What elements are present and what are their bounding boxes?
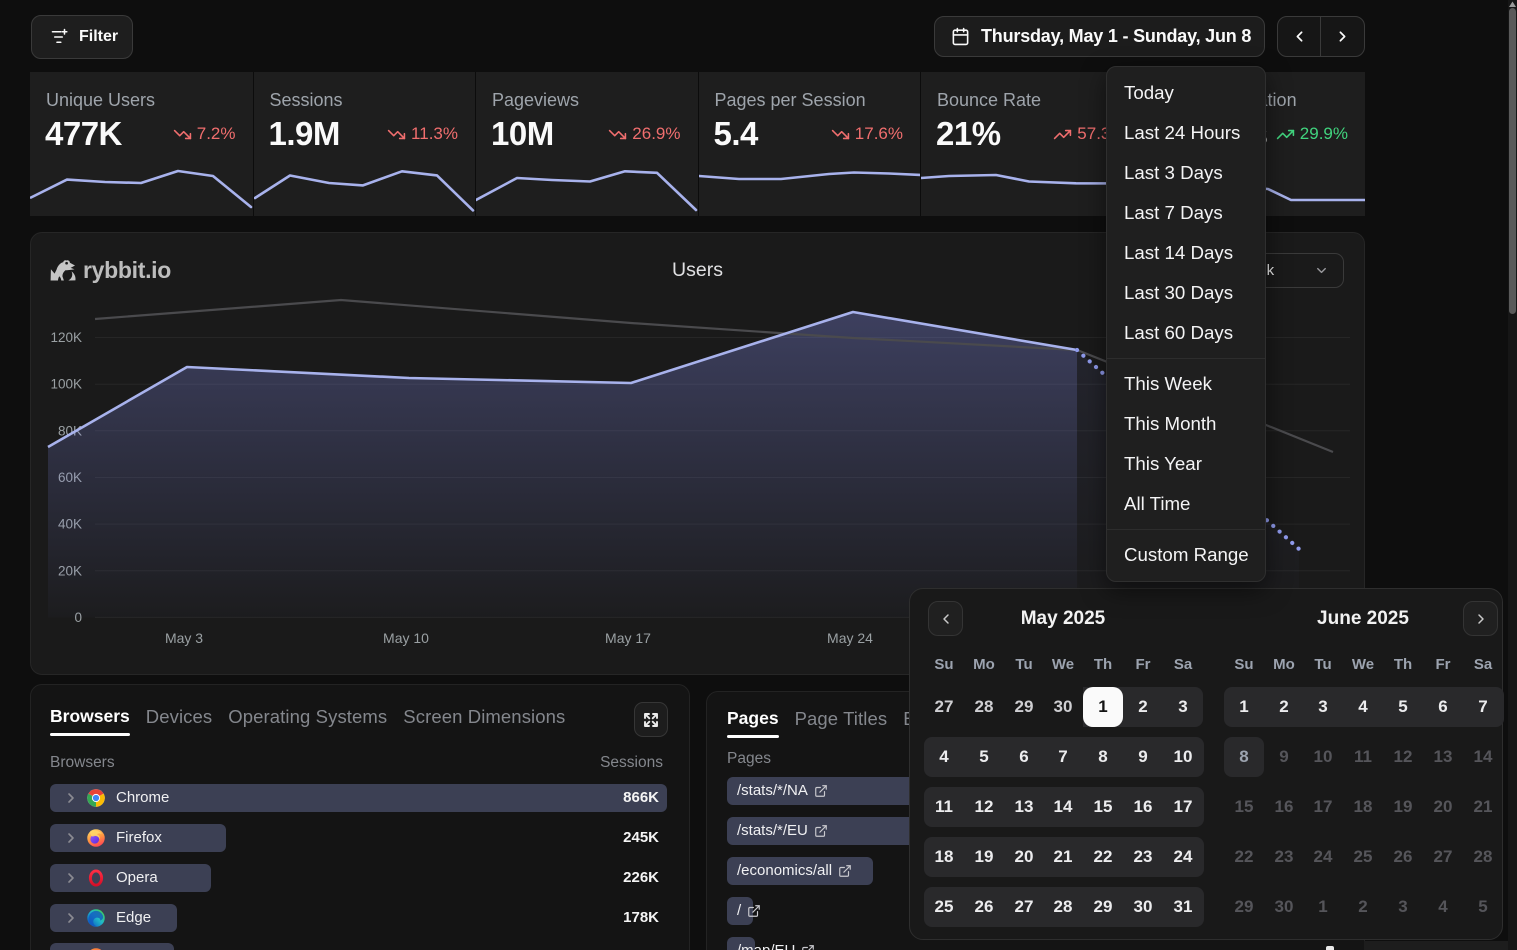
svg-text:100K: 100K xyxy=(50,377,82,392)
svg-text:May 3: May 3 xyxy=(165,630,203,646)
svg-text:May 17: May 17 xyxy=(605,630,651,646)
svg-text:120K: 120K xyxy=(50,330,82,345)
svg-text:0: 0 xyxy=(74,610,82,625)
svg-text:May 10: May 10 xyxy=(383,630,429,646)
svg-text:May 24: May 24 xyxy=(827,630,873,646)
